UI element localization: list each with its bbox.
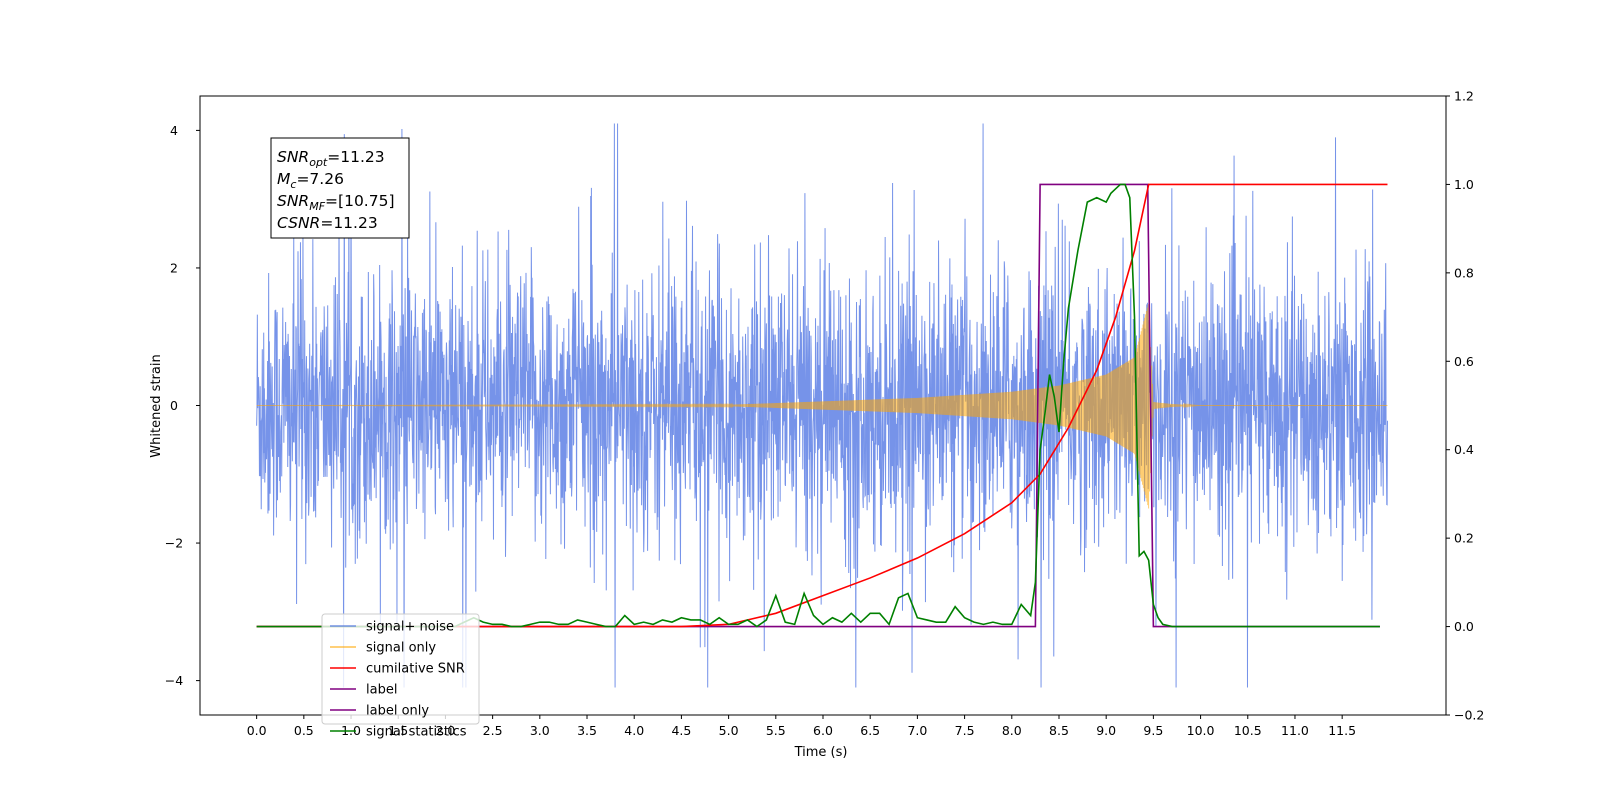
series-signal-only-line [256, 304, 1388, 509]
x-tick-label: 0.5 [294, 723, 314, 738]
y-axis-left: −4 −2 0 2 4 [165, 123, 200, 688]
annotation-line: CSNR=11.23 [277, 214, 378, 232]
legend-label: signal only [366, 641, 436, 656]
legend-frame [321, 613, 480, 725]
annotation-line: SNRopt=11.23 [277, 148, 385, 169]
y-tick-label: 2 [170, 260, 178, 275]
x-tick-label: 6.5 [860, 723, 880, 738]
annotation-line: SNRMF=[10.75] [277, 192, 395, 213]
y-tick-label: 0 [170, 398, 178, 413]
y-tick-label: −2 [165, 536, 183, 551]
y-right-tick-label: 0.4 [1454, 442, 1474, 457]
x-tick-label: 10.0 [1187, 723, 1215, 738]
legend-label: signal+ noise [366, 620, 454, 635]
x-tick-label: 4.0 [624, 723, 644, 738]
y-right-tick-label: 0.0 [1454, 619, 1474, 634]
x-tick-label: 6.0 [813, 723, 833, 738]
annotation-box: SNRopt=11.23Mc=7.26SNRMF=[10.75]CSNR=11.… [270, 137, 410, 239]
y-tick-label: 4 [170, 123, 178, 138]
x-tick-label: 1.5 [388, 723, 408, 738]
y-axis-right: −0.2 0.0 0.2 0.4 0.6 0.8 1.0 1.2 [1446, 89, 1484, 723]
series-signal-statistics-line [256, 183, 1380, 628]
legend-label: cumilative SNR [366, 662, 465, 677]
x-tick-label: 0.0 [247, 723, 267, 738]
x-tick-label: 5.0 [719, 723, 739, 738]
x-tick-label: 9.0 [1096, 723, 1116, 738]
y-axis-label: Whitened strain [149, 354, 164, 457]
x-tick-label: 9.5 [1143, 723, 1163, 738]
x-tick-label: 3.5 [577, 723, 597, 738]
x-tick-label: 11.0 [1281, 723, 1309, 738]
series-layer [256, 123, 1388, 688]
x-axis: 0.0 0.5 1.0 1.5 2.0 2.5 3.0 3.5 4.0 4.5 5.0 5.5 6.0 6… [247, 715, 1356, 738]
annotation-line: Mc=7.26 [277, 170, 344, 191]
series-signal-noise-line [256, 123, 1388, 688]
x-tick-label: 3.0 [530, 723, 550, 738]
x-axis-label: Time (s) [794, 745, 848, 760]
x-tick-label: 2.0 [435, 723, 455, 738]
y-right-tick-label: 0.2 [1454, 531, 1474, 546]
x-tick-label: 7.0 [907, 723, 927, 738]
y-right-tick-label: −0.2 [1454, 708, 1484, 723]
y-right-tick-label: 1.2 [1454, 89, 1474, 104]
y-tick-label: −4 [165, 673, 183, 688]
x-tick-label: 5.5 [766, 723, 786, 738]
y-right-tick-label: 0.8 [1454, 265, 1474, 280]
x-tick-label: 11.5 [1328, 723, 1356, 738]
x-tick-label: 2.5 [483, 723, 503, 738]
y-right-tick-label: 0.6 [1454, 354, 1474, 369]
x-tick-label: 10.5 [1234, 723, 1262, 738]
x-tick-label: 8.0 [1002, 723, 1022, 738]
legend: signal+ noise signal only cumilative SNR la… [321, 613, 480, 740]
x-tick-label: 7.5 [955, 723, 975, 738]
legend-label: label [366, 683, 397, 698]
x-tick-label: 8.5 [1049, 723, 1069, 738]
y-right-tick-label: 1.0 [1454, 177, 1474, 192]
x-tick-label: 4.5 [671, 723, 691, 738]
legend-label: label only [366, 704, 429, 719]
legend-label: signal statistics [366, 725, 467, 740]
